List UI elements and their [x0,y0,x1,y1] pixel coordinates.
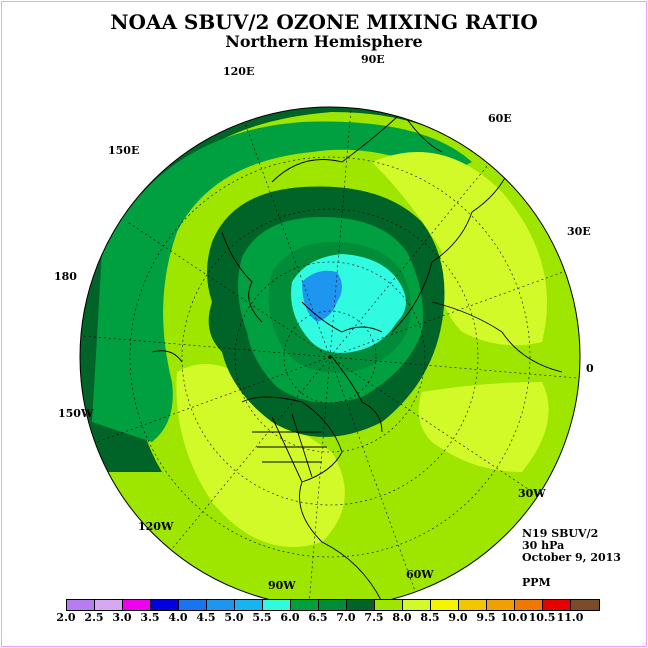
color-scale-tick-label: 2.5 [84,611,104,624]
color-scale-tick-label: 4.0 [168,611,188,624]
lon-label-120w: 120W [138,520,174,533]
lon-label-90e: 90E [361,53,385,66]
color-scale-swatch [515,600,543,610]
date-label: October 9, 2013 [522,551,621,564]
color-scale-swatch [571,600,599,610]
units-label: PPM [522,576,551,589]
color-scale-swatch [403,600,431,610]
map-title: NOAA SBUV/2 OZONE MIXING RATIO [110,10,538,34]
lon-label-0: 0 [586,362,594,375]
color-scale-tick-label: 6.5 [308,611,328,624]
lowest-ozone-core [302,270,342,322]
lon-label-60e: 60E [488,112,512,125]
pressure-label: 30 hPa [522,539,565,552]
color-scale-swatch [375,600,403,610]
color-scale-tick-label: 3.5 [140,611,160,624]
color-scale-swatch [123,600,151,610]
satellite-label: N19 SBUV/2 [522,527,599,540]
graticule [82,108,578,606]
color-scale-tick-label: 3.0 [112,611,132,624]
color-scale-swatch [179,600,207,610]
outer-mid-band [92,121,472,442]
color-scale [66,599,600,611]
color-scale-swatch [95,600,123,610]
color-scale-swatch [263,600,291,610]
color-scale-swatch [319,600,347,610]
color-scale-tick-label: 8.0 [392,611,412,624]
lon-label-180: 180 [54,270,77,283]
color-scale-swatch [543,600,571,610]
lon-label-30w: 30W [518,487,546,500]
color-scale-tick-label: 9.5 [476,611,496,624]
color-scale-labels: 2.0 2.5 3.0 3.5 4.0 4.5 5.0 5.5 6.0 6.5 7.0 7.5 8.0 8… [56,611,583,625]
longitude-labels: 90E 60E 30E 0 30W 60W 90W 120W 150W 180 … [54,53,594,592]
coastlines [151,111,563,603]
color-scale-swatch [235,600,263,610]
color-scale-tick-label: 6.0 [280,611,300,624]
lon-label-60w: 60W [406,568,434,581]
lon-label-30e: 30E [567,225,591,238]
color-scale-swatch [291,600,319,610]
map-subtitle: Northern Hemisphere [225,32,423,51]
lon-label-120e: 120E [223,65,254,78]
color-scale-tick-label: 10.5 [528,611,556,624]
light-patch-east [372,152,547,346]
color-scale-tick-label: 10.0 [500,611,528,624]
lon-label-150e: 150E [108,144,139,157]
color-scale-tick-label: 5.5 [252,611,272,624]
color-scale-tick-label: 8.5 [420,611,440,624]
color-scale-swatch [347,600,375,610]
color-scale-tick-label: 7.0 [336,611,356,624]
data-info: N19 SBUV/2 30 hPa October 9, 2013 [522,528,621,564]
color-scale-tick-label: 5.0 [224,611,244,624]
color-scale-swatch [431,600,459,610]
light-patch-southeast [418,382,549,472]
color-scale-tick-label: 4.5 [196,611,216,624]
ozone-field [80,107,580,607]
lon-label-90w: 90W [268,579,296,592]
color-scale-swatch [459,600,487,610]
color-scale-tick-label: 11.0 [556,611,584,624]
color-scale-swatch [487,600,515,610]
color-scale-tick-label: 7.5 [364,611,384,624]
color-scale-tick-label: 9.0 [448,611,468,624]
light-patch-southwest [176,364,345,547]
color-scale-swatch [151,600,179,610]
color-scale-swatch [67,600,95,610]
color-scale-tick-label: 2.0 [56,611,76,624]
color-scale-swatch [207,600,235,610]
lon-label-150w: 150W [58,407,94,420]
